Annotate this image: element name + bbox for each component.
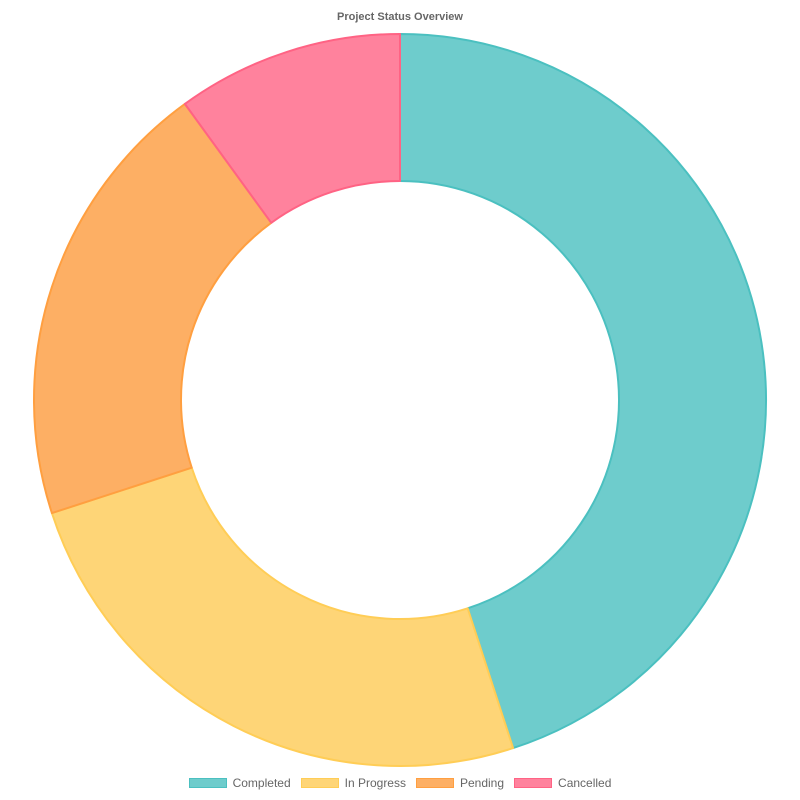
legend-swatch-in-progress (300, 778, 339, 788)
chart-legend: Completed In Progress Pending Cancelled (0, 776, 800, 790)
legend-label-pending: Pending (459, 776, 505, 790)
slice-pending[interactable] (33, 102, 273, 515)
legend-label-cancelled: Cancelled (558, 776, 612, 790)
slice-completed[interactable] (399, 33, 767, 750)
legend-item-in-progress[interactable]: In Progress (300, 776, 406, 790)
legend-swatch-pending (415, 778, 454, 788)
legend-label-completed: Completed (232, 776, 291, 790)
chart-title: Project Status Overview (337, 11, 463, 23)
donut-slices (33, 33, 767, 767)
legend-item-cancelled[interactable]: Cancelled (514, 776, 611, 790)
legend-swatch-completed (188, 778, 227, 788)
legend-label-in-progress: In Progress (344, 776, 406, 790)
slice-cancelled[interactable] (183, 33, 401, 224)
slice-in-progress[interactable] (50, 466, 515, 767)
legend-item-pending[interactable]: Pending (415, 776, 505, 790)
legend-swatch-cancelled (514, 778, 553, 788)
legend-item-completed[interactable]: Completed (188, 776, 291, 790)
